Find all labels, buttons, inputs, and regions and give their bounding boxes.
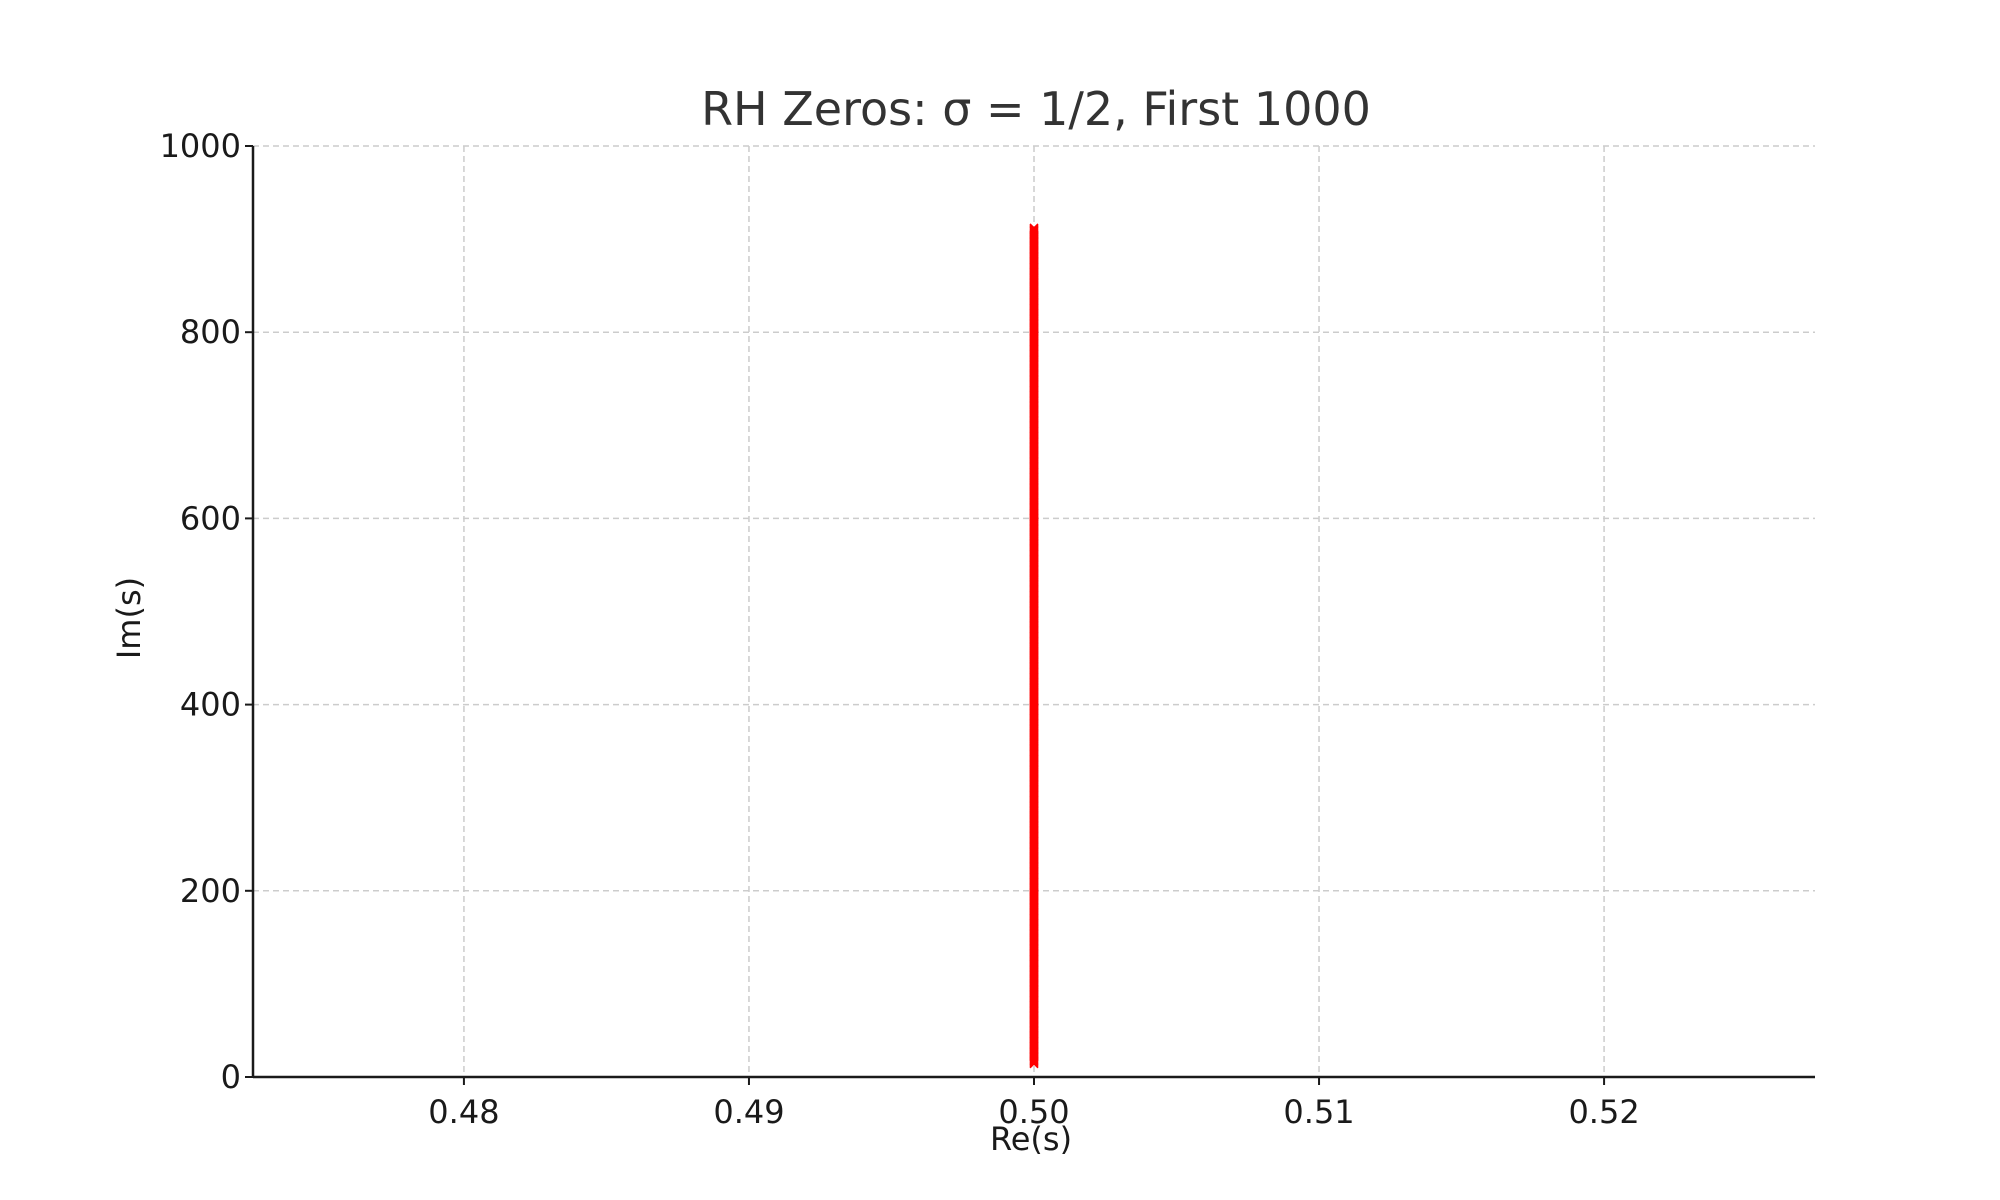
zero-point	[1029, 223, 1039, 233]
y-tick-label: 800	[180, 313, 241, 351]
y-axis-label: Im(s)	[110, 577, 148, 659]
chart-title: RH Zeros: σ = 1/2, First 1000	[701, 82, 1371, 136]
x-tick-label: 0.52	[1568, 1093, 1639, 1131]
y-tick-label: 600	[180, 499, 241, 537]
x-tick-label: 0.49	[713, 1093, 784, 1131]
x-axis-label: Re(s)	[990, 1120, 1072, 1158]
y-tick-label: 1000	[160, 127, 241, 165]
x-tick-label: 0.50	[998, 1093, 1069, 1131]
y-tick-label: 0	[221, 1058, 241, 1096]
x-tick-label: 0.48	[428, 1093, 499, 1131]
y-tick-label: 400	[180, 686, 241, 724]
zero-points	[1029, 223, 1039, 1069]
axes: 0.48 0.49 0.50 0.51 0.52 0 200 400 600 800 1000	[160, 127, 1815, 1131]
labels: RH Zeros: σ = 1/2, First 1000 Re(s) Im(s…	[110, 82, 1371, 1158]
x-tick-label: 0.51	[1283, 1093, 1354, 1131]
y-tick-label: 200	[180, 872, 241, 910]
